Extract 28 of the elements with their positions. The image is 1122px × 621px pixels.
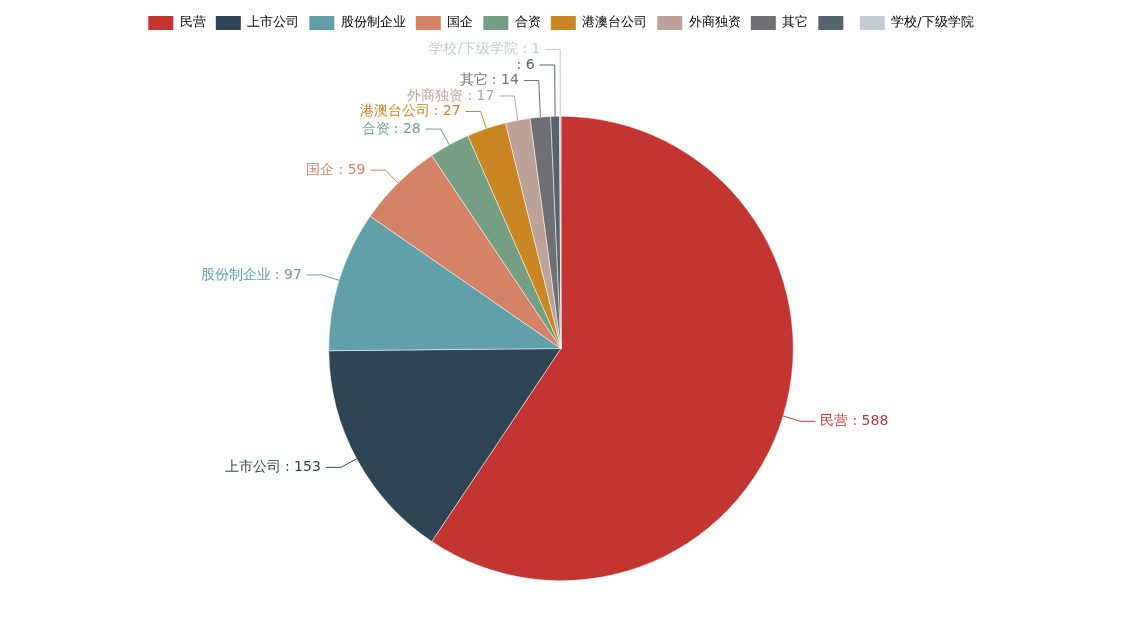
- legend-label: 学校/下级学院: [891, 14, 974, 30]
- data-label: : 6: [516, 55, 535, 72]
- data-label: : 588: [852, 411, 889, 428]
- legend-label: 港澳台公司: [582, 14, 648, 30]
- data-label: : 153: [284, 458, 321, 475]
- legend-label: 国企: [447, 14, 474, 30]
- slice-label: 民营: [820, 411, 849, 428]
- legend-label: 外商独资: [688, 14, 741, 30]
- slice-label: 学校/下级学院: [429, 40, 519, 57]
- slice-label: 港澳台公司: [359, 102, 430, 119]
- data-label: : 14: [491, 71, 519, 88]
- slice-label: 股份制企业: [200, 265, 271, 282]
- data-label: : 28: [393, 119, 421, 136]
- legend-label: 民营: [179, 14, 206, 30]
- legend-label: 上市公司: [247, 14, 300, 30]
- legend-label: 股份制企业: [340, 14, 406, 30]
- slice-label: 上市公司: [224, 458, 281, 475]
- legend-label: 其它: [782, 14, 809, 30]
- data-label: : 97: [274, 265, 302, 282]
- slice-label: 外商独资: [407, 86, 464, 103]
- data-label: : 59: [338, 160, 366, 177]
- slice-label: 其它: [459, 71, 488, 88]
- data-label: : 17: [467, 86, 495, 103]
- data-label: : 1: [522, 40, 541, 57]
- data-label: : 27: [433, 102, 461, 119]
- slice-label: 国企: [306, 160, 335, 177]
- legend-label: 合资: [514, 14, 541, 30]
- slice-label: 合资: [361, 119, 390, 136]
